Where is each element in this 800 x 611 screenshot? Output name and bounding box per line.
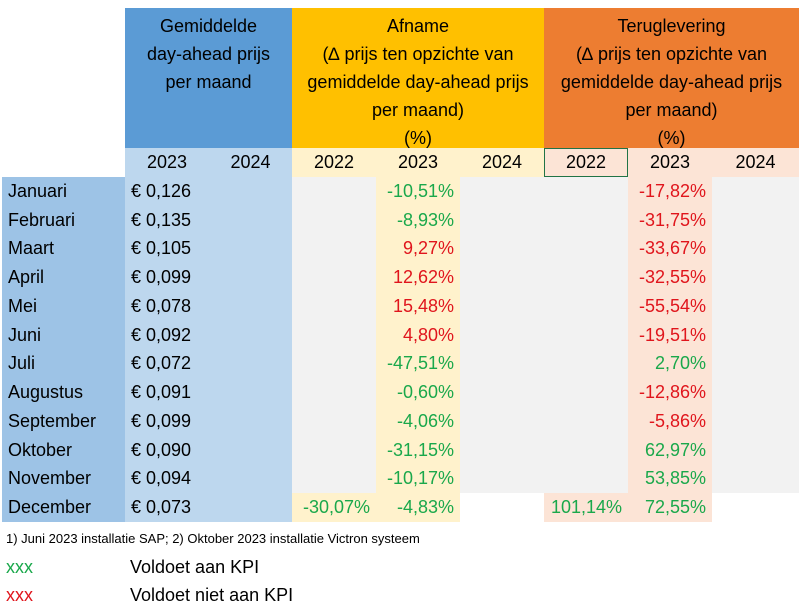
month-cell: December <box>8 497 92 518</box>
terug-2023-cell: -32,55% <box>638 267 706 288</box>
price-2023-cell: € 0,135 <box>131 209 192 230</box>
price-column-bg <box>125 177 292 522</box>
terug-2022-dec-bg <box>544 493 628 522</box>
year-afname-2023: 2023 <box>376 148 460 177</box>
afname-2022-cell <box>292 206 376 235</box>
header-price: Gemiddelde day-ahead prijs per maand <box>125 8 292 148</box>
month-cell: Juli <box>8 353 36 374</box>
month-cell: Mei <box>8 295 38 316</box>
terug-2022-cell <box>544 292 628 321</box>
terug-2023-bg <box>628 177 712 522</box>
price-2023-cell: € 0,091 <box>131 382 192 403</box>
terug-2023-cell: -12,86% <box>638 382 706 403</box>
month-cell: Januari <box>8 180 68 201</box>
afname-2023-cell: 4,80% <box>402 324 454 345</box>
afname-2023-cell: -4,06% <box>396 410 454 431</box>
afname-2024-bg <box>460 177 544 493</box>
terug-2022-cell <box>544 436 628 465</box>
price-2023-cell: € 0,078 <box>131 295 192 316</box>
afname-2022-cell <box>292 350 376 379</box>
legend-marker-fail: xxx <box>6 585 33 605</box>
afname-2022-cell <box>292 407 376 436</box>
terug-2022-cell <box>544 350 628 379</box>
afname-2023-cell: -10,51% <box>386 180 454 201</box>
terug-2023-cell: -5,86% <box>648 410 706 431</box>
legend-text-fail: Voldoet niet aan KPI <box>130 585 294 605</box>
header-afname: Afname (∆ prijs ten opzichte van gemidde… <box>292 8 544 148</box>
month-cell: Maart <box>8 238 55 259</box>
terug-2023-cell: -19,51% <box>638 324 706 345</box>
month-cell: September <box>8 410 97 431</box>
terug-2022-cell <box>544 206 628 235</box>
header-teruglevering: Teruglevering (∆ prijs ten opzichte van … <box>544 8 799 148</box>
month-cell: April <box>8 267 45 288</box>
terug-2022-cell: 101,14% <box>550 497 622 518</box>
afname-2022-dec-bg <box>292 493 376 522</box>
afname-2022-cell <box>292 263 376 292</box>
year-afname-2022: 2022 <box>292 148 376 177</box>
year-price-2024: 2024 <box>209 148 292 177</box>
legend-marker-pass: xxx <box>6 557 33 577</box>
year-price-2023: 2023 <box>125 148 209 177</box>
month-cell: Juni <box>8 324 42 345</box>
afname-2022-bg <box>292 177 376 493</box>
year-terug-2024: 2024 <box>712 148 799 177</box>
legend-text-pass: Voldoet aan KPI <box>130 557 260 577</box>
afname-2023-cell: -4,83% <box>396 497 454 518</box>
afname-2023-cell: -8,93% <box>396 209 454 230</box>
terug-2022-bg <box>544 177 628 493</box>
afname-2022-cell <box>292 292 376 321</box>
afname-2023-cell: -47,51% <box>386 353 454 374</box>
terug-2022-cell <box>544 465 628 494</box>
terug-2023-cell: 62,97% <box>644 439 706 460</box>
afname-2023-cell: -0,60% <box>396 382 454 403</box>
price-2023-cell: € 0,099 <box>131 267 192 288</box>
price-2023-cell: € 0,090 <box>131 439 192 460</box>
price-2023-cell: € 0,092 <box>131 324 192 345</box>
afname-2022-cell: -30,07% <box>302 497 370 518</box>
afname-2023-cell: 15,48% <box>392 295 454 316</box>
terug-2023-cell: -33,67% <box>638 238 706 259</box>
afname-2022-cell <box>292 321 376 350</box>
month-cell: Februari <box>8 209 76 230</box>
afname-2022-cell <box>292 378 376 407</box>
year-terug-2023: 2023 <box>628 148 712 177</box>
terug-2022-cell <box>544 235 628 264</box>
terug-2022-cell <box>544 177 628 206</box>
terug-2023-cell: -17,82% <box>638 180 706 201</box>
price-2023-cell: € 0,126 <box>131 180 192 201</box>
price-2023-cell: € 0,072 <box>131 353 192 374</box>
afname-2022-cell <box>292 465 376 494</box>
footnote: 1) Juni 2023 installatie SAP; 2) Oktober… <box>6 531 420 546</box>
terug-2022-cell <box>544 263 628 292</box>
terug-2023-cell: 53,85% <box>644 468 706 489</box>
afname-2022-cell <box>292 436 376 465</box>
month-cell: November <box>8 468 92 489</box>
price-2023-cell: € 0,094 <box>131 468 192 489</box>
month-cell: Augustus <box>8 382 84 403</box>
afname-2023-bg <box>376 177 460 522</box>
price-2023-cell: € 0,099 <box>131 410 192 431</box>
year-afname-2024: 2024 <box>460 148 544 177</box>
terug-2023-cell: 72,55% <box>644 497 706 518</box>
terug-2022-cell <box>544 321 628 350</box>
year-terug-2022[interactable]: 2022 <box>544 148 628 177</box>
terug-2023-cell: -55,54% <box>638 295 706 316</box>
terug-2023-cell: -31,75% <box>638 209 706 230</box>
afname-2022-cell <box>292 177 376 206</box>
afname-2023-cell: -31,15% <box>386 439 454 460</box>
terug-2023-cell: 2,70% <box>654 353 706 374</box>
price-2023-cell: € 0,105 <box>131 238 192 259</box>
terug-2024-bg <box>712 177 799 493</box>
afname-2023-cell: 9,27% <box>402 238 454 259</box>
terug-2022-cell <box>544 378 628 407</box>
afname-2023-cell: -10,17% <box>386 468 454 489</box>
afname-2023-cell: 12,62% <box>392 267 454 288</box>
afname-2022-cell <box>292 235 376 264</box>
terug-2022-cell <box>544 407 628 436</box>
month-column-bg <box>2 177 125 522</box>
price-2023-cell: € 0,073 <box>131 497 192 518</box>
month-cell: Oktober <box>8 439 73 460</box>
